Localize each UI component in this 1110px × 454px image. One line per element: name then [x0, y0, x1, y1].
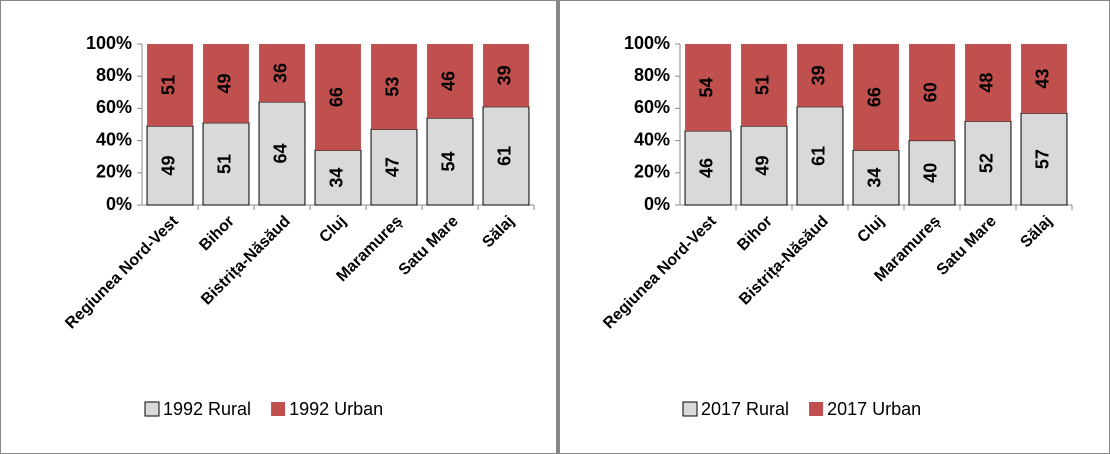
- data-label: 49: [753, 156, 773, 176]
- y-tick-label: 100%: [624, 33, 670, 53]
- bar-segment: [146, 125, 194, 206]
- bar-segment: [852, 149, 900, 206]
- y-tick-label: 60%: [96, 97, 132, 117]
- data-label: 52: [977, 153, 997, 173]
- y-tick-label: 40%: [96, 129, 132, 149]
- data-label: 61: [495, 146, 515, 166]
- bar-segment: [259, 44, 305, 102]
- legend-label: 2017 Rural: [701, 399, 789, 419]
- bar-segment: [684, 130, 732, 206]
- data-label: 43: [1033, 69, 1053, 89]
- y-tick-label: 20%: [634, 162, 670, 182]
- bar-segment: [796, 106, 844, 206]
- data-label: 47: [383, 157, 403, 177]
- bar-segment: [965, 44, 1011, 122]
- bar-segment: [1020, 112, 1068, 206]
- data-label: 49: [159, 156, 179, 176]
- bar-segment: [853, 44, 899, 151]
- data-label: 54: [697, 77, 717, 97]
- data-label: 39: [809, 65, 829, 85]
- data-label: 66: [865, 87, 885, 107]
- bar-segment: [1021, 44, 1067, 114]
- data-label: 54: [439, 152, 459, 172]
- data-label: 34: [865, 168, 885, 188]
- y-tick-label: 40%: [634, 129, 670, 149]
- data-label: 40: [921, 163, 941, 183]
- y-tick-label: 60%: [634, 97, 670, 117]
- bar-segment: [314, 149, 362, 206]
- data-label: 66: [327, 87, 347, 107]
- bar-segment: [741, 44, 787, 127]
- legend-swatch: [144, 401, 160, 417]
- data-label: 36: [271, 63, 291, 83]
- y-tick-label: 0%: [644, 194, 670, 214]
- bar-segment: [427, 44, 473, 119]
- bar-segment: [202, 122, 250, 206]
- y-tick-label: 100%: [86, 33, 132, 53]
- legend-swatch: [682, 401, 698, 417]
- bar-segment: [426, 117, 474, 206]
- bar-segment: [203, 44, 249, 123]
- bar-segment: [370, 128, 418, 206]
- bar-segment: [964, 120, 1012, 206]
- data-label: 51: [753, 75, 773, 95]
- data-label: 34: [327, 168, 347, 188]
- legend-label: 2017 Urban: [827, 399, 921, 419]
- data-label: 49: [215, 73, 235, 93]
- bar-segment: [371, 44, 417, 130]
- data-label: 39: [495, 65, 515, 85]
- data-label: 64: [271, 143, 291, 163]
- bar-segment: [797, 44, 843, 107]
- bar-segment: [740, 125, 788, 206]
- legend-swatch: [271, 402, 286, 416]
- data-label: 53: [383, 77, 403, 97]
- data-label: 60: [921, 82, 941, 102]
- data-label: 48: [977, 73, 997, 93]
- legend-label: 1992 Rural: [163, 399, 251, 419]
- legend-label: 1992 Urban: [289, 399, 383, 419]
- data-label: 61: [809, 146, 829, 166]
- y-tick-label: 80%: [96, 65, 132, 85]
- bar-segment: [315, 44, 361, 151]
- bar-segment: [147, 44, 193, 127]
- data-label: 51: [159, 75, 179, 95]
- data-label: 46: [697, 158, 717, 178]
- y-tick-label: 0%: [106, 194, 132, 214]
- bar-segment: [909, 44, 955, 141]
- y-tick-label: 20%: [96, 162, 132, 182]
- legend-swatch: [809, 402, 824, 416]
- data-label: 46: [439, 71, 459, 91]
- bar-segment: [685, 44, 731, 131]
- bar-segment: [258, 101, 306, 206]
- y-tick-label: 80%: [634, 65, 670, 85]
- data-label: 57: [1033, 149, 1053, 169]
- bar-segment: [483, 44, 529, 107]
- data-label: 51: [215, 154, 235, 174]
